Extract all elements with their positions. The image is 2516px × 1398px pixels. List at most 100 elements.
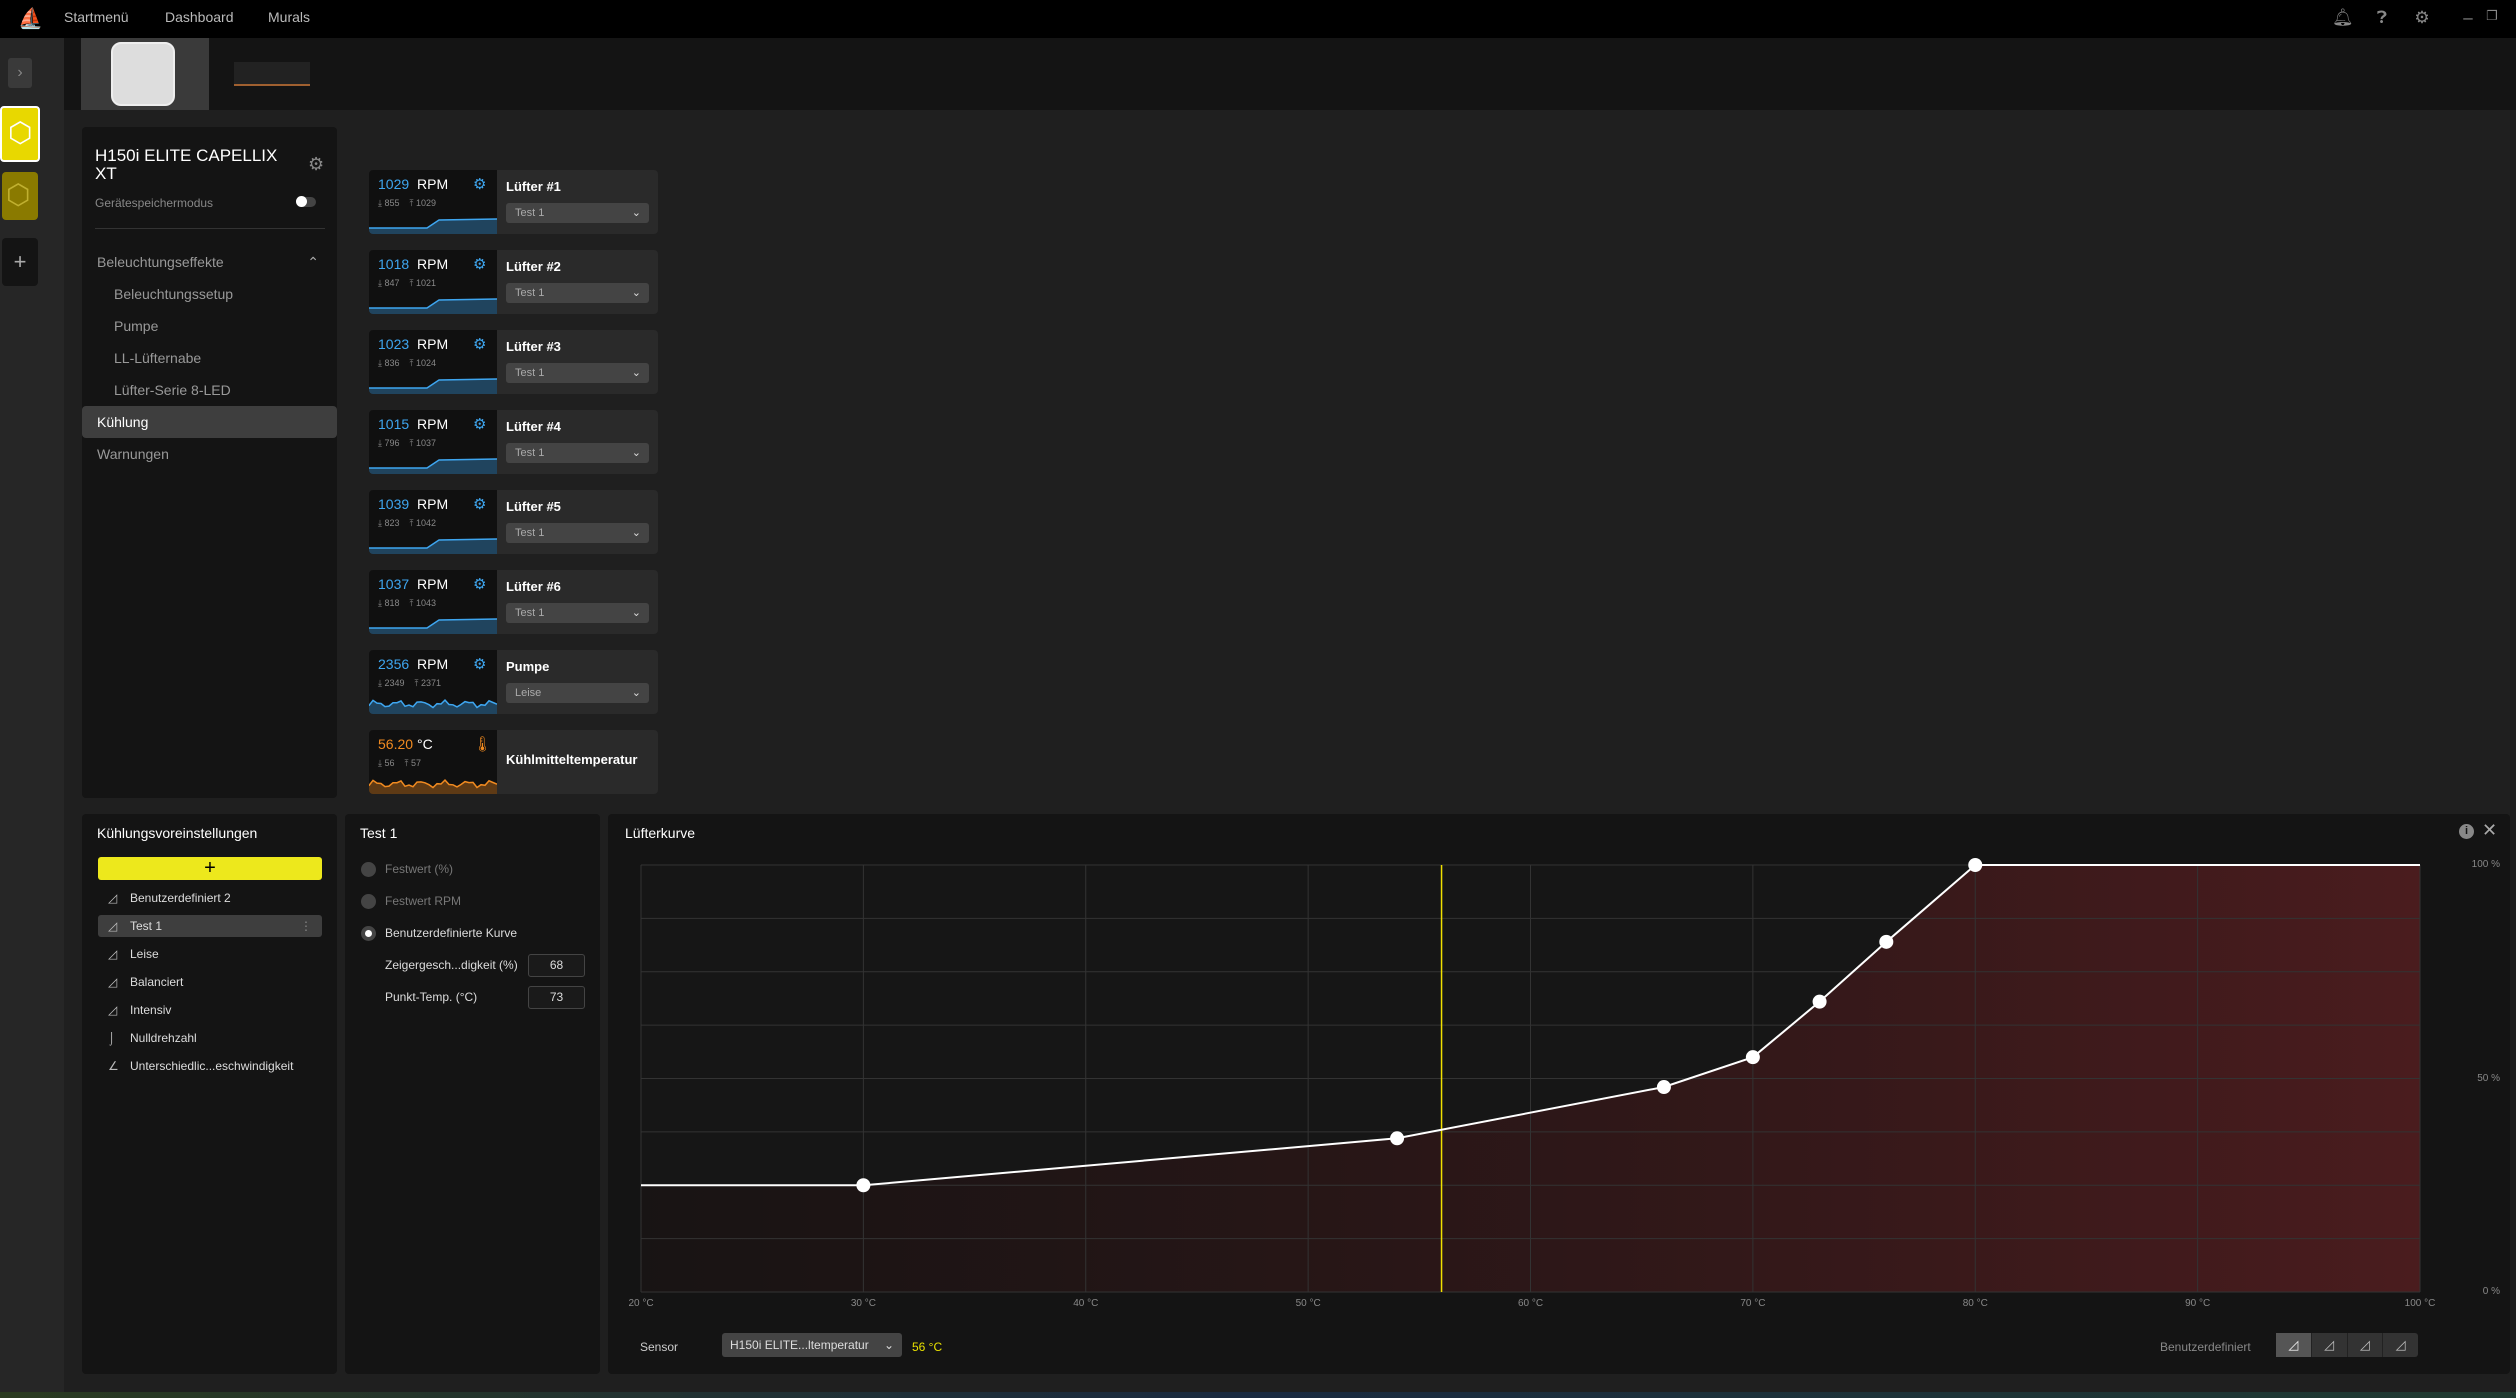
sensor-select[interactable]: H150i ELITE...ltemperatur ⌄: [722, 1333, 902, 1357]
preset-item[interactable]: ∠ Unterschiedlic...eschwindigkeit: [98, 1055, 322, 1077]
device-thumb-ram[interactable]: [234, 62, 310, 86]
preset-select[interactable]: Test 1 ⌄: [506, 603, 649, 623]
preset-label: Unterschiedlic...eschwindigkeit: [130, 1059, 294, 1073]
sensor-min-max: ⤓ 56 ⤒ 57: [378, 758, 421, 768]
nav-dashboard[interactable]: Dashboard: [165, 9, 234, 25]
preset-item[interactable]: ◿ Leise: [98, 943, 322, 965]
help-icon[interactable]: ❓︎: [2376, 8, 2388, 27]
preset-item[interactable]: ◿ Benutzerdefiniert 2: [98, 887, 322, 909]
sensor-name: Lüfter #6: [506, 579, 561, 594]
curve-shape-quiet-button[interactable]: ◿: [2310, 1333, 2347, 1357]
bell-icon[interactable]: 🔔︎: [2332, 8, 2354, 27]
curve-point[interactable]: [1745, 1050, 1760, 1065]
mode-fixed-percent[interactable]: Festwert (%): [361, 860, 453, 878]
preset-item[interactable]: ◿ Balanciert: [98, 971, 322, 993]
restore-icon[interactable]: ❐: [2486, 8, 2498, 23]
curve-point[interactable]: [1968, 858, 1983, 872]
expand-button[interactable]: ›: [8, 58, 32, 88]
device-settings-icon[interactable]: ⚙: [308, 154, 325, 174]
minimize-icon[interactable]: –: [2463, 8, 2473, 27]
add-preset-button[interactable]: +: [98, 857, 322, 880]
sensor-sparkline: [369, 618, 497, 634]
sensor-readout: 1023 RPM ⚙ ⤓ 836 ⤒ 1024: [369, 330, 497, 394]
sidebar-item-fan-series[interactable]: Lüfter-Serie 8-LED: [114, 382, 231, 398]
fan-gear-icon: ⚙: [473, 576, 487, 593]
curve-point[interactable]: [1656, 1080, 1671, 1095]
sensor-label: Sensor: [640, 1340, 679, 1354]
preset-select[interactable]: Test 1 ⌄: [506, 283, 649, 303]
device-tile-active[interactable]: ⬡: [0, 106, 40, 162]
preset-detail-title: Test 1: [360, 825, 398, 841]
sensor-min: 847: [384, 278, 400, 288]
sidebar-item-warnings[interactable]: Warnungen: [97, 446, 169, 462]
sensor-card[interactable]: 1029 RPM ⚙ ⤓ 855 ⤒ 1029 Lüfter #1 Test 1…: [369, 170, 658, 234]
mode-fixed-rpm[interactable]: Festwert RPM: [361, 892, 461, 910]
preset-select[interactable]: Test 1 ⌄: [506, 443, 649, 463]
device-tile[interactable]: ⬡: [2, 172, 38, 220]
chevron-down-icon: ⌄: [631, 207, 641, 219]
sensor-card[interactable]: 1037 RPM ⚙ ⤓ 818 ⤒ 1043 Lüfter #6 Test 1…: [369, 570, 658, 634]
sensor-min-max: ⤓ 823 ⤒ 1042: [378, 518, 437, 528]
preset-item[interactable]: ⌡ Nulldrehzahl: [98, 1027, 322, 1049]
sidebar-item-ll-hub[interactable]: LL-Lüfternabe: [114, 350, 202, 366]
x-tick-label: 40 °C: [1073, 1298, 1099, 1309]
curve-shape-extreme-button[interactable]: ◿: [2382, 1333, 2418, 1357]
sensor-reading: 56 °C: [912, 1340, 943, 1354]
mode-custom-curve[interactable]: Benutzerdefinierte Kurve: [361, 924, 517, 942]
sensor-card[interactable]: 56.20 °C 🌡︎ ⤓ 56 ⤒ 57 Kühlmitteltemperat…: [369, 730, 658, 794]
preset-select[interactable]: Leise ⌄: [506, 683, 649, 703]
info-icon[interactable]: i: [2459, 824, 2474, 839]
more-options-icon[interactable]: ⋮: [300, 919, 312, 933]
temp-input[interactable]: 73: [528, 986, 585, 1009]
sensor-readout: 1037 RPM ⚙ ⤓ 818 ⤒ 1043: [369, 570, 497, 634]
sensor-card[interactable]: 2356 RPM ⚙ ⤓ 2349 ⤒ 2371 Pumpe Leise ⌄: [369, 650, 658, 714]
sensor-max: 1024: [416, 358, 437, 368]
sensor-max: 1042: [416, 518, 437, 528]
sensor-min: 823: [384, 518, 400, 528]
y-tick-label: 0 %: [2482, 1286, 2500, 1297]
sensor-min: 56: [384, 758, 395, 768]
preset-item[interactable]: ◿ Intensiv: [98, 999, 322, 1021]
sidebar-item-lighting[interactable]: Beleuchtungseffekte ⌃: [82, 246, 337, 278]
preset-select[interactable]: Test 1 ⌄: [506, 363, 649, 383]
sidebar-item-cooling[interactable]: Kühlung: [82, 406, 337, 438]
sidebar-item-lighting-setup[interactable]: Beleuchtungssetup: [114, 286, 234, 302]
memory-mode-toggle[interactable]: [296, 196, 316, 207]
curve-point[interactable]: [1879, 934, 1894, 949]
preset-select[interactable]: Test 1 ⌄: [506, 523, 649, 543]
curve-shape-custom-button[interactable]: ◿: [2276, 1333, 2311, 1357]
curve-point[interactable]: [856, 1178, 871, 1193]
presets-panel: Kühlungsvoreinstellungen + ◿ Benutzerdefi…: [82, 814, 337, 1374]
sensor-max: 2371: [421, 678, 442, 688]
sensor-card[interactable]: 1015 RPM ⚙ ⤓ 796 ⤒ 1037 Lüfter #4 Test 1…: [369, 410, 658, 474]
sensor-value: 1023: [378, 336, 410, 352]
sensor-card[interactable]: 1018 RPM ⚙ ⤓ 847 ⤒ 1021 Lüfter #2 Test 1…: [369, 250, 658, 314]
sidebar-item-label: Beleuchtungseffekte: [97, 254, 224, 270]
curve-icon: ∠: [108, 1059, 119, 1073]
sensor-sparkline: [369, 538, 497, 554]
curve-icon: ◿: [108, 975, 118, 989]
sidebar-item-pump[interactable]: Pumpe: [114, 318, 159, 334]
curve-point[interactable]: [1812, 994, 1827, 1009]
add-device-button[interactable]: +: [2, 238, 38, 286]
speed-input[interactable]: 68: [528, 954, 585, 977]
curve-shape-balanced-button[interactable]: ◿: [2346, 1333, 2383, 1357]
gear-icon[interactable]: ⚙: [2414, 8, 2430, 27]
corsair-logo-icon: ⛵: [18, 8, 43, 30]
sensor-card[interactable]: 1023 RPM ⚙ ⤓ 836 ⤒ 1024 Lüfter #3 Test 1…: [369, 330, 658, 394]
nav-startmenu[interactable]: Startmenü: [64, 9, 129, 25]
sensor-card[interactable]: 1039 RPM ⚙ ⤓ 823 ⤒ 1042 Lüfter #5 Test 1…: [369, 490, 658, 554]
taskbar-edge: [0, 1392, 2516, 1398]
sensor-name: Lüfter #3: [506, 339, 561, 354]
close-icon[interactable]: ✕: [2482, 820, 2498, 840]
preset-item[interactable]: ◿ Test 1 ⋮: [98, 915, 322, 937]
radio-label: Festwert (%): [385, 862, 454, 876]
preset-select[interactable]: Test 1 ⌄: [506, 203, 649, 223]
device-nav-panel: H150i ELITE CAPELLIX XT ⚙ Gerätespeicher…: [82, 127, 337, 798]
preset-label: Balanciert: [130, 975, 184, 989]
curve-point[interactable]: [1390, 1131, 1405, 1146]
device-thumb-cooler[interactable]: [81, 38, 209, 110]
sensor-readout: 2356 RPM ⚙ ⤓ 2349 ⤒ 2371: [369, 650, 497, 714]
nav-murals[interactable]: Murals: [268, 9, 311, 25]
